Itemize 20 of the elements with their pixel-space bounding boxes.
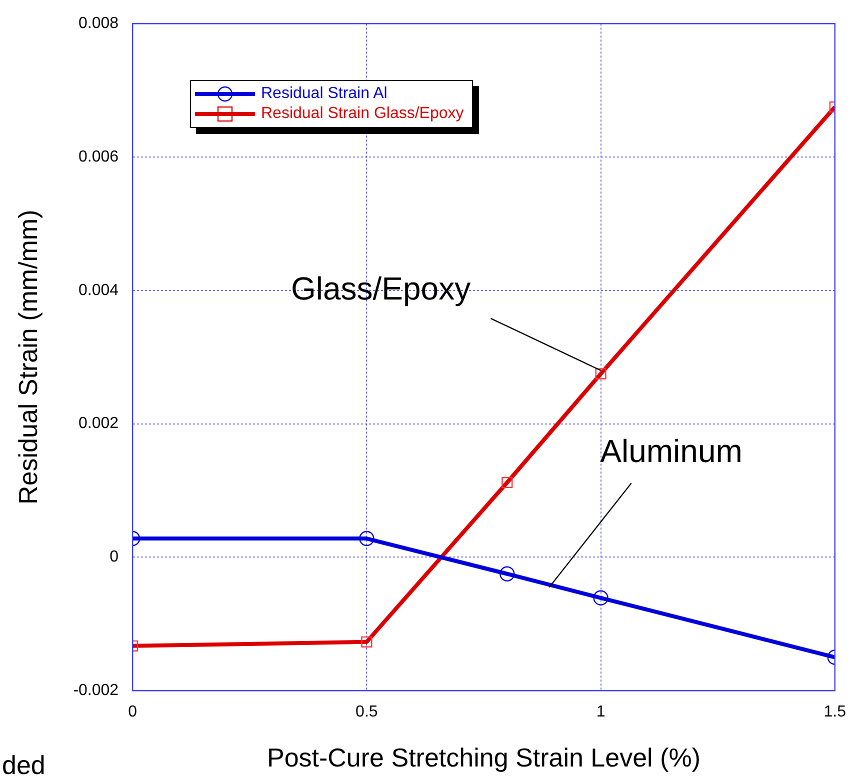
- y-axis-title: Residual Strain (mm/mm): [12, 210, 43, 504]
- text: ded: [2, 750, 46, 781]
- legend-label: Residual Strain Glass/Epoxy: [261, 105, 464, 123]
- y-tick-label: 0: [110, 548, 119, 566]
- x-tick-label: 0: [128, 704, 138, 721]
- y-tick-label: 0.004: [78, 282, 119, 299]
- point: [500, 566, 515, 582]
- point: [593, 590, 608, 606]
- annotation: Glass/Epoxy: [290, 270, 471, 306]
- x-tick-label: 1.5: [824, 704, 846, 721]
- y-tick-label: 0.002: [78, 415, 119, 432]
- x-tick-label: 1: [596, 704, 606, 721]
- x-axis-title: Post-Cure Stretching Strain Level (%): [266, 742, 700, 773]
- annotation: Aluminum: [600, 433, 742, 470]
- x-tick-label: 0.5: [356, 704, 378, 721]
- point: [359, 530, 374, 546]
- y-tick-label: 0.006: [78, 148, 119, 166]
- y-tick-label: -0.002: [73, 682, 119, 700]
- y-tick-label: 0.008: [78, 15, 119, 32]
- legend-label: Residual Strain Al: [261, 85, 388, 103]
